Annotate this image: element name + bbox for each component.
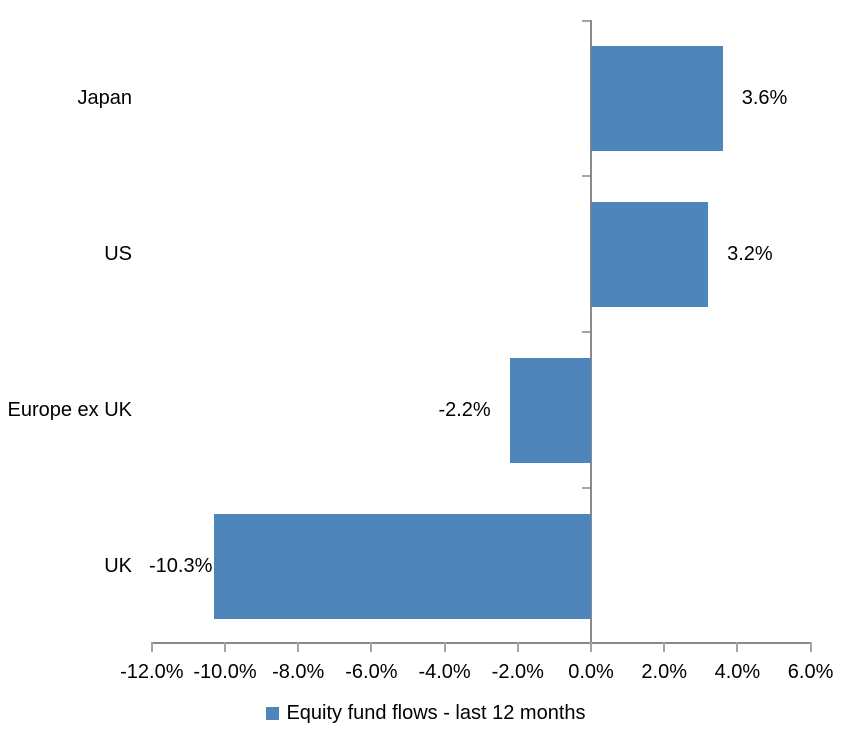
x-axis-tick	[150, 642, 153, 652]
x-axis-tick	[590, 642, 592, 652]
x-axis-tick	[516, 642, 519, 652]
x-axis-tick	[297, 642, 300, 652]
category-axis-tick	[582, 331, 590, 333]
x-axis-tick	[809, 642, 812, 652]
bar-us	[591, 201, 709, 307]
x-axis-tick	[443, 642, 446, 652]
bar-uk	[214, 513, 591, 619]
category-label-europe-ex-uk: Europe ex UK	[7, 399, 132, 421]
x-axis-tick	[663, 642, 666, 652]
x-axis-tick-label: -12.0%	[120, 661, 184, 683]
legend: Equity fund flows - last 12 months	[0, 700, 852, 727]
bar-europe-ex-uk	[510, 357, 591, 463]
legend-label: Equity fund flows - last 12 months	[286, 702, 586, 724]
bar-japan	[591, 45, 723, 151]
category-axis-tick	[582, 487, 590, 489]
category-axis-line	[590, 20, 592, 644]
x-axis-line	[150, 642, 812, 644]
x-axis-tick-label: 0.0%	[568, 661, 614, 683]
x-axis-tick-label: -4.0%	[418, 661, 471, 683]
x-axis-tick-label: -6.0%	[345, 661, 398, 683]
x-axis-tick-label: -8.0%	[272, 661, 325, 683]
category-label-japan: Japan	[77, 87, 133, 109]
category-label-uk: UK	[104, 555, 132, 577]
data-label-uk: -10.3%	[149, 555, 213, 577]
x-axis-tick-label: -10.0%	[193, 661, 257, 683]
x-axis-tick	[736, 642, 739, 652]
category-label-us: US	[104, 243, 132, 265]
data-label-japan: 3.6%	[741, 87, 788, 109]
data-label-europe-ex-uk: -2.2%	[438, 399, 491, 421]
x-axis-tick-label: 6.0%	[787, 661, 834, 683]
legend-swatch-icon	[266, 707, 280, 720]
x-axis-tick-label: -2.0%	[491, 661, 544, 683]
x-axis-tick-label: 4.0%	[714, 661, 761, 683]
x-axis-tick	[224, 642, 226, 652]
category-axis-tick	[582, 175, 590, 177]
x-axis-tick-label: 2.0%	[641, 661, 687, 683]
category-axis-tick	[582, 20, 590, 22]
data-label-us: 3.2%	[727, 243, 773, 265]
x-axis-tick	[370, 642, 373, 652]
